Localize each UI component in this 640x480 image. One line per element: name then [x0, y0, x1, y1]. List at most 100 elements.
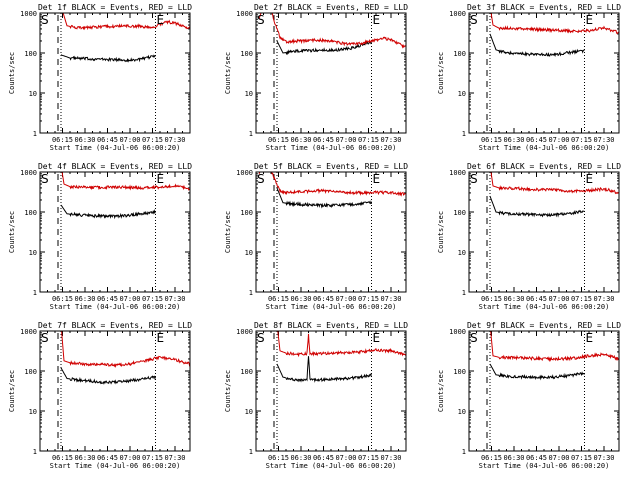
x-tick-label: 06:30 [74, 454, 95, 462]
plot-frame [39, 171, 191, 293]
x-tick-label: 07:00 [335, 136, 356, 144]
y-tick-label: 10 [245, 249, 253, 257]
series-line-events [489, 195, 585, 218]
panel-title: Det 8f BLACK = Events, RED = LLD [254, 321, 408, 330]
x-tick-label: 06:45 [526, 136, 547, 144]
x-tick-label: 07:00 [119, 295, 140, 303]
x-tick-label: 07:00 [548, 136, 569, 144]
y-tick-label: 1 [462, 130, 466, 138]
x-tick-label: 06:45 [313, 454, 334, 462]
panel-title: Det 9f BLACK = Events, RED = LLD [467, 321, 621, 330]
y-tick-label: 1000 [20, 169, 37, 177]
x-tick-label: 07:00 [335, 295, 356, 303]
y-tick-label: 100 [24, 50, 37, 58]
y-tick-label: 100 [24, 209, 37, 217]
series-line-events [276, 40, 372, 56]
x-tick-label: 06:15 [52, 454, 73, 462]
panel-title: Det 7f BLACK = Events, RED = LLD [38, 321, 192, 330]
x-tick-label: 07:15 [571, 136, 592, 144]
end-marker-e: E [157, 172, 165, 186]
x-tick-label: 07:30 [380, 295, 401, 303]
end-marker-e: E [586, 13, 594, 27]
x-tick-label: 06:15 [481, 295, 502, 303]
x-tick-label: 07:00 [119, 454, 140, 462]
plot-frame [39, 330, 191, 452]
series-line-lld [490, 172, 619, 195]
detector-panel-7: Det 7f BLACK = Events, RED = LLD 1 10 100 10… [8, 321, 192, 470]
y-tick-label: 1 [249, 448, 253, 456]
y-tick-label: 1000 [449, 169, 466, 177]
y-tick-label: 100 [453, 50, 466, 58]
x-tick-label: 06:45 [97, 295, 118, 303]
detector-panel-1: Det 1f BLACK = Events, RED = LLD 1 10 100 10… [8, 3, 192, 152]
x-axis-label: Start Time (04-Jul-06 06:00:20) [266, 462, 397, 470]
y-tick-label: 1000 [20, 10, 37, 18]
detector-panel-2: Det 2f BLACK = Events, RED = LLD 1 10 100 10… [224, 3, 408, 152]
plot-frame [468, 330, 620, 452]
plot-frame [39, 12, 191, 134]
detector-panel-8: Det 8f BLACK = Events, RED = LLD 1 10 100 10… [224, 321, 408, 470]
series-line-lld [258, 172, 406, 197]
plot-frame [255, 330, 407, 452]
y-tick-label: 10 [245, 90, 253, 98]
x-tick-label: 06:15 [52, 295, 73, 303]
y-tick-label: 100 [453, 209, 466, 217]
detector-panel-4: Det 4f BLACK = Events, RED = LLD 1 10 100 10… [8, 162, 192, 311]
x-tick-label: 06:30 [503, 136, 524, 144]
x-tick-label: 07:15 [358, 454, 379, 462]
series-line-lld [62, 13, 190, 31]
series-line-lld [258, 13, 406, 49]
y-axis-label: Counts/sec [437, 211, 445, 253]
y-tick-label: 1000 [236, 328, 253, 336]
x-tick-label: 06:30 [503, 454, 524, 462]
y-axis-label: Counts/sec [437, 370, 445, 412]
end-marker-e: E [586, 172, 594, 186]
series-line-events [489, 33, 585, 58]
y-axis-label: Counts/sec [437, 52, 445, 94]
end-marker-e: E [157, 331, 165, 345]
start-marker-s: S [470, 172, 478, 186]
y-tick-label: 1000 [449, 328, 466, 336]
x-tick-label: 07:30 [593, 136, 614, 144]
y-tick-label: 1000 [449, 10, 466, 18]
end-marker-e: E [373, 172, 381, 186]
x-axis-label: Start Time (04-Jul-06 06:00:20) [50, 144, 181, 152]
series-line-events [489, 363, 585, 381]
start-marker-s: S [257, 172, 265, 186]
plot-frame [468, 12, 620, 134]
series-line-lld [61, 172, 190, 191]
y-axis-label: Counts/sec [8, 52, 16, 94]
x-axis-label: Start Time (04-Jul-06 06:00:20) [479, 303, 610, 311]
x-tick-label: 07:30 [593, 295, 614, 303]
start-marker-s: S [470, 331, 478, 345]
x-tick-label: 07:30 [593, 454, 614, 462]
x-tick-label: 07:00 [548, 295, 569, 303]
x-tick-label: 07:15 [142, 454, 163, 462]
x-tick-label: 06:15 [268, 136, 289, 144]
start-marker-s: S [41, 331, 49, 345]
x-tick-label: 06:30 [503, 295, 524, 303]
x-tick-label: 06:15 [268, 454, 289, 462]
x-tick-label: 06:45 [526, 295, 547, 303]
x-tick-label: 07:30 [164, 136, 185, 144]
x-tick-label: 07:30 [380, 136, 401, 144]
x-tick-label: 07:00 [548, 454, 569, 462]
start-marker-s: S [257, 13, 265, 27]
y-tick-label: 10 [458, 249, 466, 257]
end-marker-e: E [586, 331, 594, 345]
y-tick-label: 1 [462, 448, 466, 456]
y-tick-label: 1 [462, 289, 466, 297]
y-tick-label: 1 [249, 289, 253, 297]
start-marker-s: S [257, 331, 265, 345]
end-marker-e: E [157, 13, 165, 27]
x-tick-label: 06:15 [52, 136, 73, 144]
y-tick-label: 1 [33, 289, 37, 297]
series-line-events [60, 204, 156, 220]
y-tick-label: 10 [458, 408, 466, 416]
start-marker-s: S [470, 13, 478, 27]
x-tick-label: 07:15 [358, 136, 379, 144]
series-line-lld [490, 331, 619, 363]
x-axis-label: Start Time (04-Jul-06 06:00:20) [266, 144, 397, 152]
plot-frame [468, 171, 620, 293]
y-tick-label: 1 [249, 130, 253, 138]
